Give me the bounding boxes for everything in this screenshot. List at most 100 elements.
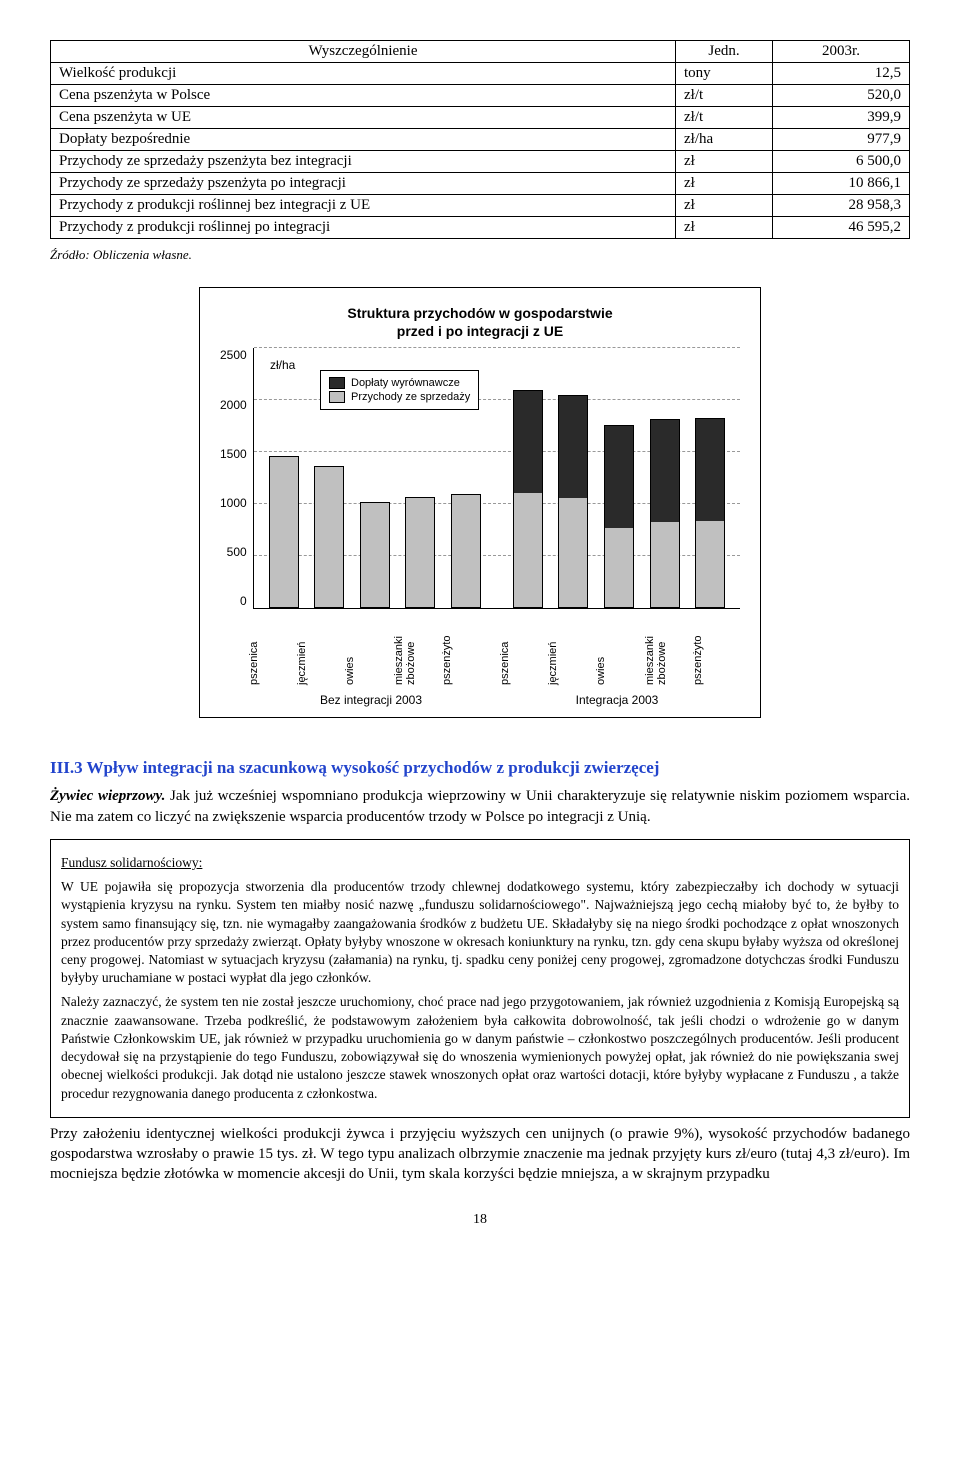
table-row: Przychody z produkcji roślinnej bez inte… — [51, 195, 910, 217]
bar-seg-sub — [651, 420, 679, 522]
bar-seg-rev — [452, 495, 480, 607]
legend-item: Przychody ze sprzedaży — [329, 391, 470, 403]
table-row: Przychody ze sprzedaży pszenżyta bez int… — [51, 151, 910, 173]
bar-seg-sub — [559, 396, 587, 498]
group-label: Bez integracji 2003 — [248, 693, 494, 707]
paragraph-zywiec: Żywiec wieprzowy. Jak już wcześniej wspo… — [50, 786, 910, 827]
legend-swatch — [329, 391, 345, 403]
legend-item: Dopłaty wyrównawcze — [329, 377, 470, 389]
bar — [553, 395, 593, 608]
xlabel: pszenica — [248, 613, 296, 687]
row-label: Wielkość produkcji — [51, 63, 676, 85]
bar-seg-sub — [605, 426, 633, 528]
table-row: Cena pszenżyta w Polscezł/t520,0 — [51, 85, 910, 107]
ytick: 1500 — [220, 447, 247, 461]
row-value: 10 866,1 — [773, 173, 910, 195]
table-row: Wielkość produkcjitony12,5 — [51, 63, 910, 85]
bar-seg-rev — [406, 498, 434, 607]
row-unit: zł — [676, 195, 773, 217]
chart-xaxis: pszenicajęczmieńowiesmieszanki zbożoweps… — [248, 613, 740, 687]
gridline — [254, 347, 740, 348]
col-header-label: Wyszczególnienie — [51, 41, 676, 63]
col-header-value: 2003r. — [773, 41, 910, 63]
row-value: 12,5 — [773, 63, 910, 85]
row-unit: zł/t — [676, 107, 773, 129]
chart-title-line1: Struktura przychodów w gospodarstwie — [347, 305, 612, 321]
row-label: Przychody ze sprzedaży pszenżyta bez int… — [51, 151, 676, 173]
xlabel: pszenżyto — [692, 613, 740, 687]
table-source: Źródło: Obliczenia własne. — [50, 247, 910, 263]
xlabel: mieszanki zbożowe — [393, 613, 441, 687]
row-unit: zł/t — [676, 85, 773, 107]
table-row: Cena pszenżyta w UEzł/t399,9 — [51, 107, 910, 129]
ytick: 1000 — [220, 496, 247, 510]
bar — [264, 456, 304, 609]
box-heading: Fundusz solidarnościowy: — [61, 855, 202, 870]
xlabel: owies — [595, 613, 643, 687]
box-p2: Należy zaznaczyć, że system ten nie zost… — [61, 993, 899, 1102]
row-label: Przychody z produkcji roślinnej po integ… — [51, 217, 676, 239]
row-label: Przychody ze sprzedaży pszenżyta po inte… — [51, 173, 676, 195]
chart-title-line2: przed i po integracji z UE — [397, 323, 563, 339]
legend-label: Dopłaty wyrównawcze — [351, 377, 460, 389]
xlabel: mieszanki zbożowe — [644, 613, 692, 687]
paragraph-assumption: Przy założeniu identycznej wielkości pro… — [50, 1124, 910, 1185]
xlabel: pszenżyto — [441, 613, 489, 687]
row-value: 6 500,0 — [773, 151, 910, 173]
bar-seg-rev — [651, 522, 679, 607]
legend-label: Przychody ze sprzedaży — [351, 391, 470, 403]
chart-yaxis: 0 500 1000 1500 2000 2500 — [220, 348, 253, 608]
chart-title: Struktura przychodów w gospodarstwie prz… — [220, 304, 740, 340]
row-label: Cena pszenżyta w Polsce — [51, 85, 676, 107]
bar — [645, 419, 685, 608]
row-unit: zł — [676, 173, 773, 195]
bar — [446, 494, 486, 608]
bar-seg-rev — [559, 498, 587, 607]
bar — [355, 502, 395, 608]
row-unit: tony — [676, 63, 773, 85]
row-label: Dopłaty bezpośrednie — [51, 129, 676, 151]
box-p1: W UE pojawiła się propozycja stworzenia … — [61, 878, 899, 987]
chart-group-labels: Bez integracji 2003Integracja 2003 — [248, 693, 740, 707]
bar-seg-rev — [514, 493, 542, 607]
row-value: 399,9 — [773, 107, 910, 129]
bar-seg-rev — [605, 528, 633, 607]
bar — [309, 466, 349, 608]
bar-seg-sub — [514, 391, 542, 493]
row-unit: zł — [676, 151, 773, 173]
ytick: 2000 — [220, 398, 247, 412]
bar-seg-rev — [696, 521, 724, 607]
row-value: 28 958,3 — [773, 195, 910, 217]
group-label: Integracja 2003 — [494, 693, 740, 707]
bar — [401, 497, 441, 608]
row-unit: zł/ha — [676, 129, 773, 151]
ytick: 500 — [220, 545, 247, 559]
legend-swatch — [329, 377, 345, 389]
table-row: Dopłaty bezpośredniezł/ha977,9 — [51, 129, 910, 151]
table-row: Przychody ze sprzedaży pszenżyta po inte… — [51, 173, 910, 195]
row-value: 46 595,2 — [773, 217, 910, 239]
ytick: 0 — [220, 594, 247, 608]
chart-legend: Dopłaty wyrównawcze Przychody ze sprzedaż… — [320, 370, 479, 410]
xlabel: jęczmień — [547, 613, 595, 687]
ytick: 2500 — [220, 348, 247, 362]
para1-body: Jak już wcześniej wspomniano produkcja w… — [50, 788, 910, 824]
bar — [508, 390, 548, 608]
xlabel: pszenica — [499, 613, 547, 687]
data-table: Wyszczególnienie Jedn. 2003r. Wielkość p… — [50, 40, 910, 239]
row-value: 977,9 — [773, 129, 910, 151]
row-unit: zł — [676, 217, 773, 239]
row-label: Cena pszenżyta w UE — [51, 107, 676, 129]
col-header-unit: Jedn. — [676, 41, 773, 63]
bar — [690, 418, 730, 608]
table-row: Przychody z produkcji roślinnej po integ… — [51, 217, 910, 239]
bar-seg-rev — [361, 503, 389, 607]
bar-seg-sub — [696, 419, 724, 521]
xlabel: jęczmień — [296, 613, 344, 687]
bar-seg-rev — [270, 457, 298, 608]
page-number: 18 — [50, 1212, 910, 1228]
para1-lead: Żywiec wieprzowy. — [50, 788, 165, 804]
row-value: 520,0 — [773, 85, 910, 107]
revenue-chart: Struktura przychodów w gospodarstwie prz… — [199, 287, 761, 718]
table-header-row: Wyszczególnienie Jedn. 2003r. — [51, 41, 910, 63]
